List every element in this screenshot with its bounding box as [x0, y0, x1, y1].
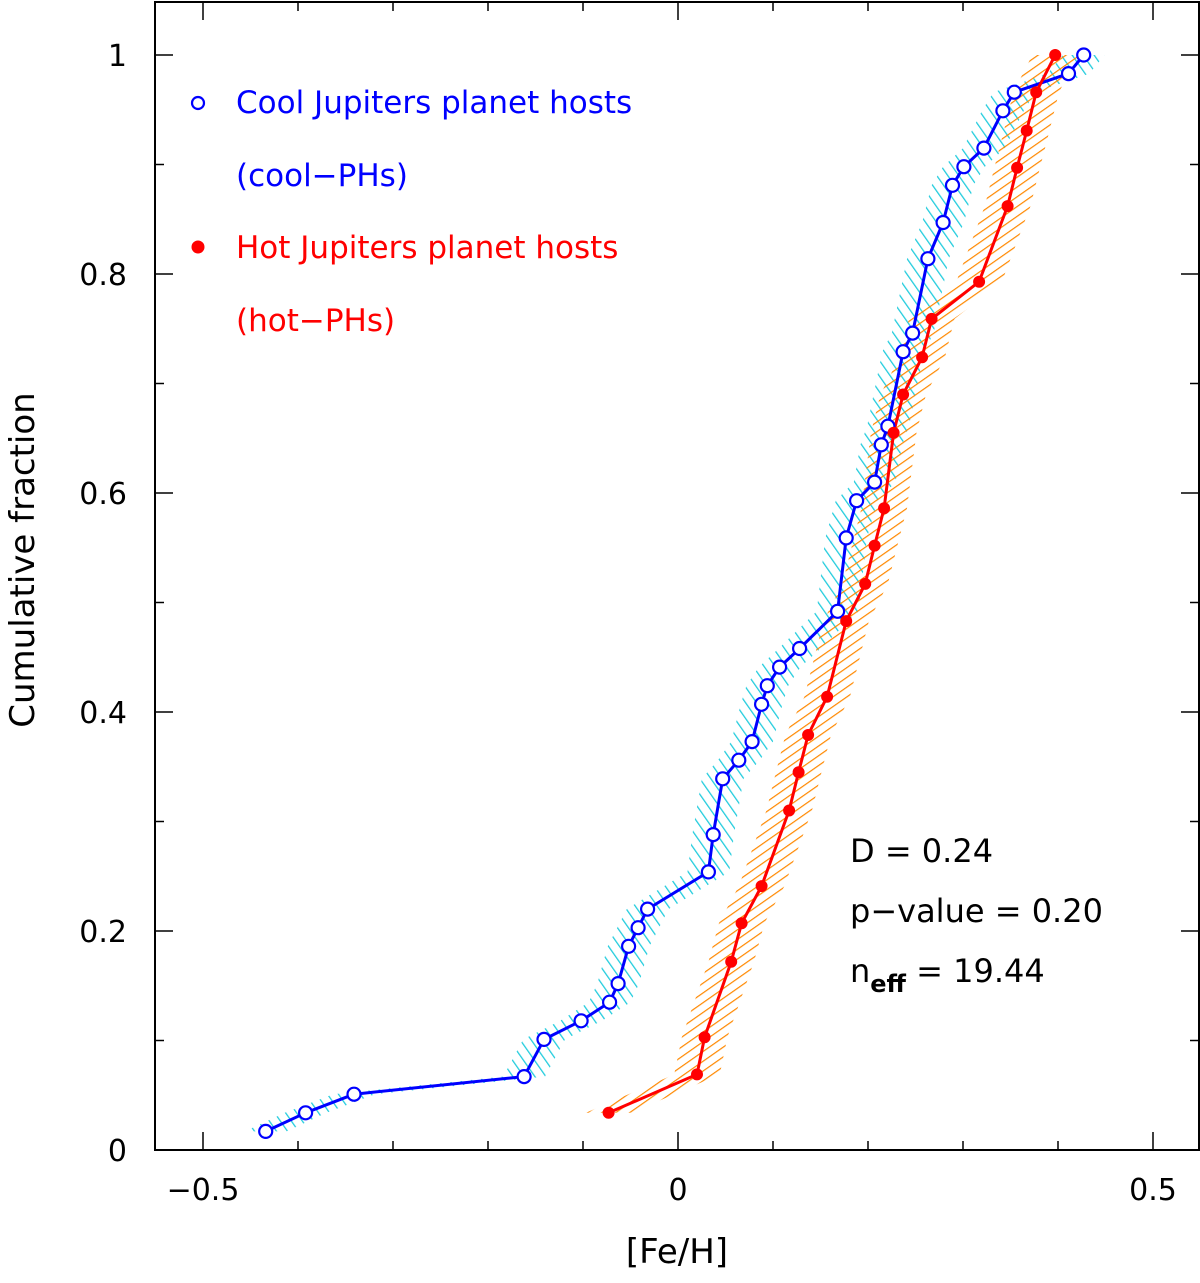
- data-point-cool: [1006, 84, 1022, 100]
- legend-cool-sublabel: (cool−PHs): [236, 158, 408, 194]
- data-point-cool: [715, 771, 731, 787]
- data-point-cool: [771, 659, 788, 675]
- data-point-cool: [705, 826, 721, 843]
- data-point-cool: [610, 975, 626, 992]
- data-point-cool: [630, 920, 646, 936]
- data-point-cool: [944, 177, 961, 193]
- data-point-hot: [691, 1068, 703, 1081]
- data-point-hot: [925, 312, 938, 325]
- data-point-cool: [838, 530, 854, 546]
- data-point-cool: [744, 733, 760, 750]
- data-point-hot: [1049, 49, 1062, 61]
- n-effective-prefix: n: [850, 952, 870, 990]
- data-point-hot: [698, 1031, 711, 1044]
- plot-frame: [154, 1, 1200, 1151]
- data-point-hot: [1011, 161, 1024, 174]
- y-tick-label: 0.4: [79, 696, 127, 731]
- data-point-cool: [1076, 47, 1092, 63]
- n-effective-value: = 19.44: [906, 952, 1045, 990]
- x-tick-label: 0: [668, 1173, 687, 1208]
- data-point-hot: [602, 1106, 615, 1119]
- data-point-cool: [536, 1031, 552, 1048]
- statistics-annotation: D = 0.24 p−value = 0.20 neff = 19.44: [850, 832, 1103, 998]
- data-point-cool: [866, 474, 883, 490]
- data-point-hot: [859, 577, 872, 590]
- data-point-cool: [904, 325, 921, 341]
- data-point-hot: [1030, 86, 1043, 99]
- data-point-hot: [916, 351, 929, 364]
- data-point-cool: [759, 678, 775, 694]
- data-point-cool: [995, 103, 1011, 119]
- data-point-cool: [700, 864, 717, 880]
- data-point-cool: [639, 901, 656, 917]
- data-point-hot: [821, 690, 834, 703]
- data-point-cool: [873, 437, 889, 453]
- legend-cool-label: Cool Jupiters planet hosts: [236, 85, 632, 121]
- series-line-hot: [608, 54, 1057, 1115]
- x-axis-title: [Fe/H]: [626, 1232, 728, 1272]
- data-point-cool: [895, 344, 911, 360]
- y-tick-label: 0.6: [79, 477, 127, 512]
- data-point-cool: [731, 752, 747, 768]
- data-point-hot: [802, 729, 815, 741]
- data-point-cool: [848, 493, 865, 509]
- x-tick-label: 0.5: [1129, 1173, 1177, 1208]
- data-point-cool: [920, 251, 936, 267]
- data-point-hot: [973, 275, 986, 288]
- data-point-hot: [878, 502, 891, 515]
- data-point-cool: [573, 1013, 589, 1029]
- data-point-cool: [829, 603, 846, 619]
- data-point-cool: [258, 1123, 274, 1140]
- data-point-cool: [346, 1086, 362, 1102]
- n-effective: neff = 19.44: [850, 952, 1045, 998]
- axis-tick-labels: −0.5 0 0.5 0 0.2 0.4 0.6 0.8 1: [79, 39, 1177, 1208]
- x-tick-label: −0.5: [167, 1173, 240, 1208]
- y-tick-label: 1: [108, 39, 127, 74]
- data-point-hot: [735, 917, 748, 930]
- y-axis-title: Cumulative fraction: [3, 392, 43, 727]
- d-statistic: D = 0.24: [850, 832, 993, 870]
- data-point-hot: [755, 880, 768, 893]
- data-point-hot: [868, 539, 881, 552]
- data-point-hot: [725, 955, 738, 968]
- data-point-hot: [897, 388, 910, 401]
- data-point-cool: [791, 640, 808, 657]
- legend-hot-sublabel: (hot−PHs): [236, 303, 395, 339]
- n-effective-subscript: eff: [870, 970, 906, 998]
- band-hot: [585, 55, 1078, 1113]
- uncertainty-bands: [244, 55, 1105, 1132]
- data-point-hot: [840, 615, 853, 628]
- data-point-cool: [1060, 65, 1077, 82]
- legend-hot-label: Hot Jupiters planet hosts: [236, 230, 618, 266]
- data-point-cool: [976, 140, 992, 156]
- legend-hot-marker: [191, 240, 205, 254]
- legend: Cool Jupiters planet hosts (cool−PHs) Ho…: [190, 85, 632, 339]
- data-point-hot: [792, 766, 805, 779]
- data-point-cool: [935, 214, 951, 231]
- data-point-cool: [516, 1068, 532, 1085]
- data-point-cool: [753, 696, 770, 712]
- data-point-hot: [887, 426, 900, 439]
- data-point-cool: [601, 994, 618, 1010]
- axis-ticks: [155, 2, 1199, 1151]
- data-point-cool: [956, 159, 972, 175]
- y-tick-label: 0.8: [79, 258, 127, 293]
- y-tick-label: 0: [108, 1134, 127, 1169]
- data-point-cool: [620, 938, 637, 954]
- data-point-hot: [1020, 124, 1033, 137]
- legend-cool-marker: [190, 95, 206, 111]
- series-markers: [258, 47, 1092, 1140]
- y-tick-label: 0.2: [79, 915, 127, 950]
- p-value: p−value = 0.20: [850, 892, 1103, 930]
- data-point-hot: [783, 804, 796, 817]
- data-point-hot: [1001, 200, 1014, 213]
- data-point-cool: [298, 1105, 314, 1121]
